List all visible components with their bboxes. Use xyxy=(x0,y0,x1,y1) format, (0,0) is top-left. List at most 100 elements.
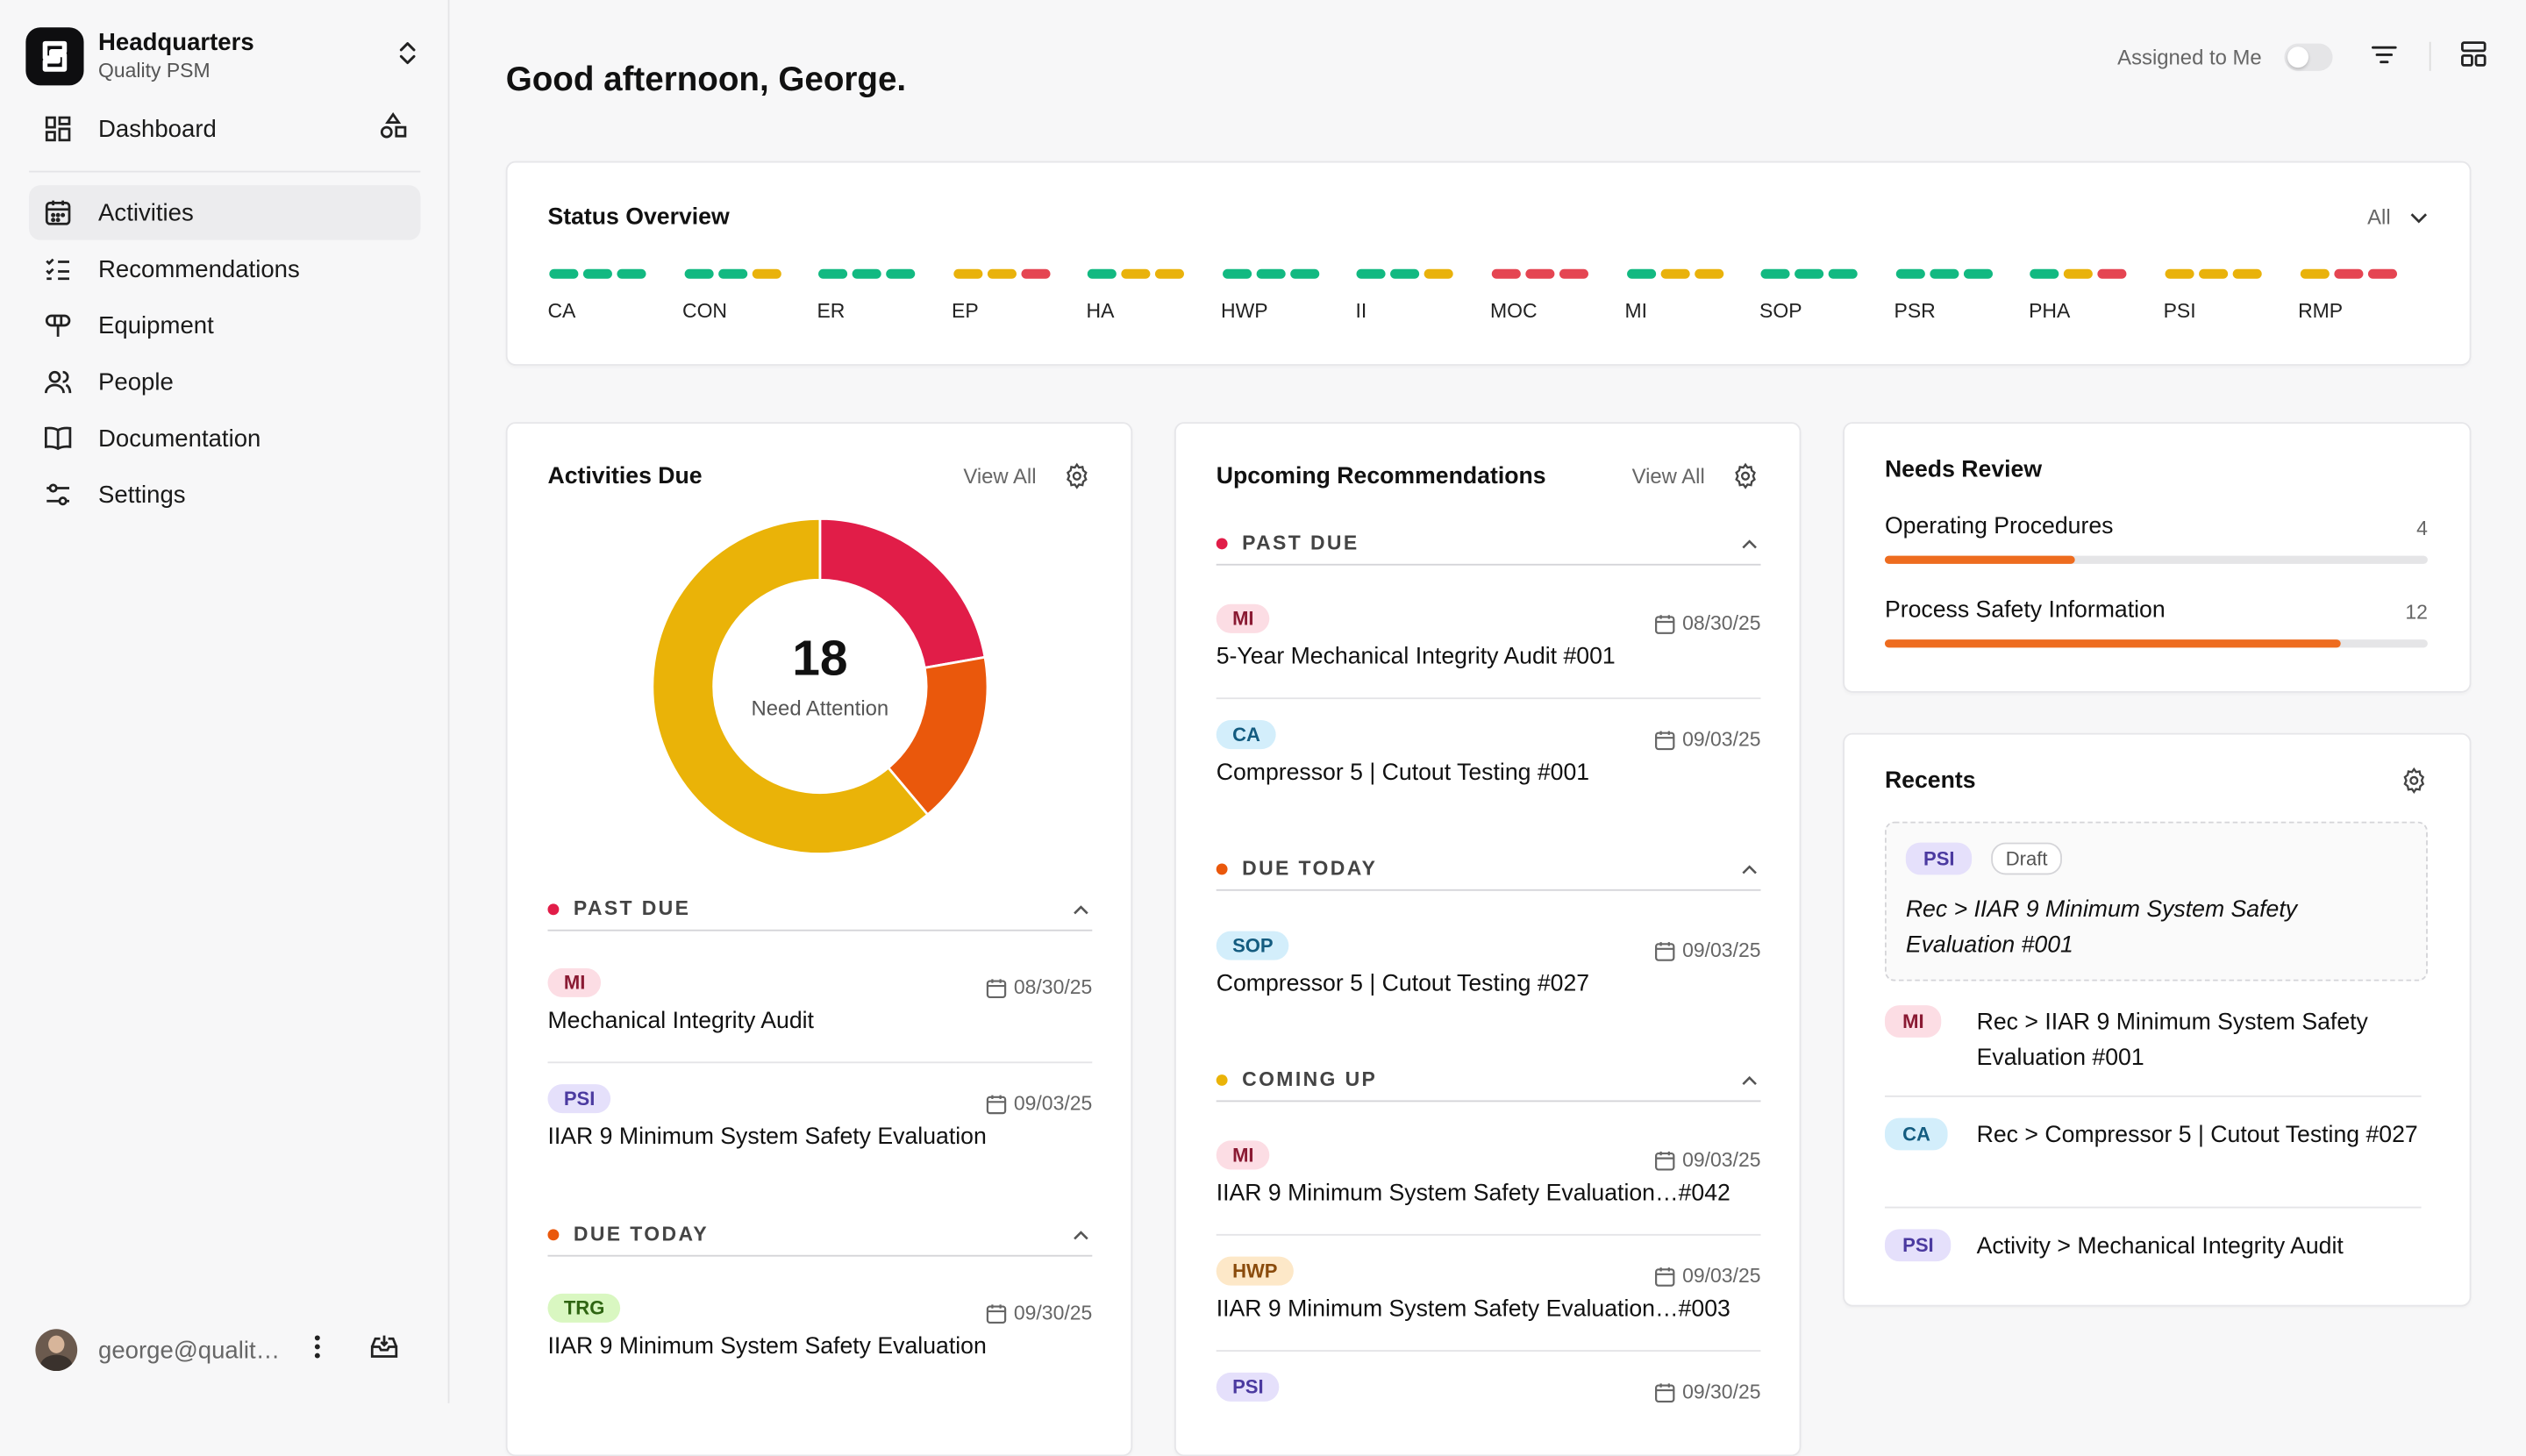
list-item[interactable]: PSI 09/30/25 xyxy=(1216,1372,1761,1403)
status-dot xyxy=(1626,268,1656,279)
nav-documentation[interactable]: Documentation xyxy=(29,410,420,465)
more-vertical-icon[interactable] xyxy=(314,1333,320,1367)
status-overview-title: Status Overview xyxy=(547,204,730,231)
section-label: DUE TODAY xyxy=(573,1223,710,1245)
item-date: 09/03/25 xyxy=(987,1092,1092,1115)
recs-coming-up-section[interactable]: COMING UP xyxy=(1216,1059,1761,1103)
status-dot xyxy=(1020,268,1051,279)
coming-up-dot xyxy=(1216,1074,1228,1086)
donut-segment[interactable] xyxy=(651,517,930,855)
recs-view-all-link[interactable]: View All xyxy=(1631,463,1705,489)
status-label: HWP xyxy=(1221,299,1268,323)
upcoming-recs-title: Upcoming Recommendations xyxy=(1216,463,1546,490)
nav-label: Equipment xyxy=(98,311,214,339)
status-item[interactable]: MI xyxy=(1625,268,1760,322)
status-dot xyxy=(1963,268,1993,279)
status-item[interactable]: PSI xyxy=(2164,268,2299,322)
nav-equipment[interactable]: Equipment xyxy=(29,298,420,353)
activities-view-all-link[interactable]: View All xyxy=(963,463,1037,489)
review-row[interactable]: Operating Procedures 4 xyxy=(1884,514,2428,564)
status-item[interactable]: PSR xyxy=(1894,268,2030,323)
recs-due-today-section[interactable]: DUE TODAY xyxy=(1216,847,1761,891)
filter-icon[interactable] xyxy=(2371,43,2397,70)
status-label: MOC xyxy=(1490,299,1538,323)
status-indicators xyxy=(1895,268,2029,279)
status-dot xyxy=(2367,268,2397,279)
status-item[interactable]: CA xyxy=(547,268,682,322)
status-item[interactable]: II xyxy=(1356,268,1491,322)
past-due-dot xyxy=(1216,537,1228,549)
list-item[interactable]: HWP 09/03/25 IIAR 9 Minimum System Safet… xyxy=(1216,1256,1761,1323)
nav-settings[interactable]: Settings xyxy=(29,467,420,522)
user-menu[interactable]: george@qualit… xyxy=(35,1326,422,1374)
activities-past-due-section[interactable]: PAST DUE xyxy=(547,888,1093,931)
recs-past-due-section[interactable]: PAST DUE xyxy=(1216,522,1761,566)
page-title: Good afternoon, George. xyxy=(505,61,907,99)
tag-badge: CA xyxy=(1216,720,1277,750)
nav-recommendations[interactable]: Recommendations xyxy=(29,242,420,296)
list-item[interactable]: TRG 09/30/25 IIAR 9 Minimum System Safet… xyxy=(547,1293,1092,1360)
list-item[interactable]: MI 09/03/25 IIAR 9 Minimum System Safety… xyxy=(1216,1140,1761,1207)
status-item[interactable]: SOP xyxy=(1759,268,1894,322)
list-item[interactable]: MI 08/30/25 5-Year Mechanical Integrity … xyxy=(1216,603,1761,671)
section-label: PAST DUE xyxy=(1242,532,1359,554)
gear-icon[interactable] xyxy=(1063,462,1090,497)
section-label: DUE TODAY xyxy=(1242,857,1378,880)
status-dot xyxy=(1390,268,1420,279)
status-dot xyxy=(987,268,1017,279)
status-item[interactable]: HA xyxy=(1087,268,1222,322)
review-progress-bar xyxy=(1884,555,2428,564)
review-row[interactable]: Process Safety Information 12 xyxy=(1884,597,2428,648)
list-item[interactable]: MI 08/30/25 Mechanical Integrity Audit xyxy=(547,967,1092,1035)
nav-people[interactable]: People xyxy=(29,354,420,409)
item-title: Mechanical Integrity Audit xyxy=(547,1008,814,1035)
calendar-icon xyxy=(1655,730,1676,750)
list-item[interactable]: PSI 09/03/25 IIAR 9 Minimum System Safet… xyxy=(547,1084,1092,1150)
item-date: 09/03/25 xyxy=(1655,728,1761,751)
tag-badge: PSI xyxy=(1884,1229,1952,1262)
status-item[interactable]: EP xyxy=(952,268,1087,322)
draft-recent-item[interactable]: PSI Draft Rec > IIAR 9 Minimum System Sa… xyxy=(1884,821,2428,981)
donut-segment[interactable] xyxy=(818,517,987,669)
list-item[interactable]: SOP 09/03/25 Compressor 5 | Cutout Testi… xyxy=(1216,931,1761,997)
app-logo xyxy=(25,27,84,86)
status-label: PSR xyxy=(1894,299,1936,323)
gear-icon[interactable] xyxy=(2401,767,2428,802)
tag-badge: MI xyxy=(1216,1140,1270,1170)
sliders-icon xyxy=(42,478,75,510)
status-item[interactable]: MOC xyxy=(1490,268,1625,323)
layout-icon[interactable] xyxy=(2460,40,2487,73)
tag-badge: HWP xyxy=(1216,1256,1294,1286)
needs-review-title: Needs Review xyxy=(1884,457,2043,484)
chevron-up-down-icon[interactable] xyxy=(396,39,419,74)
status-item[interactable]: RMP xyxy=(2298,268,2433,323)
gear-icon[interactable] xyxy=(1731,462,1759,497)
list-item[interactable]: CA 09/03/25 Compressor 5 | Cutout Testin… xyxy=(1216,720,1761,786)
org-name: Headquarters xyxy=(98,29,254,57)
tag-badge: SOP xyxy=(1216,931,1289,960)
nav-activities[interactable]: Activities xyxy=(29,185,421,240)
nav-dashboard[interactable]: Dashboard xyxy=(29,102,420,156)
status-dot xyxy=(886,268,916,279)
status-label: RMP xyxy=(2298,299,2344,323)
tag-badge: TRG xyxy=(547,1293,621,1323)
org-switcher[interactable]: Headquarters Quality PSM xyxy=(25,25,428,87)
status-item[interactable]: CON xyxy=(682,268,817,322)
status-item[interactable]: HWP xyxy=(1221,268,1356,323)
activities-due-today-section[interactable]: DUE TODAY xyxy=(547,1213,1093,1257)
status-dot xyxy=(1222,268,1252,279)
status-dot xyxy=(2030,268,2059,279)
status-item[interactable]: PHA xyxy=(2029,268,2164,322)
status-filter-dropdown[interactable]: All xyxy=(2367,204,2428,229)
avatar xyxy=(35,1329,78,1372)
assigned-to-me-toggle[interactable] xyxy=(2284,42,2333,70)
upcoming-recommendations-card: Upcoming Recommendations View All PAST D… xyxy=(1174,422,1802,1456)
shapes-icon[interactable] xyxy=(379,111,408,146)
status-item[interactable]: ER xyxy=(817,268,952,322)
status-dot xyxy=(582,268,612,279)
item-title: 5-Year Mechanical Integrity Audit #001 xyxy=(1216,644,1616,671)
status-indicators xyxy=(1088,268,1221,279)
status-dot xyxy=(1525,268,1555,279)
inbox-icon[interactable] xyxy=(369,1331,400,1368)
status-overview-card: Status Overview All CA CON ER EP HA HWP II MOC M… xyxy=(505,161,2472,366)
